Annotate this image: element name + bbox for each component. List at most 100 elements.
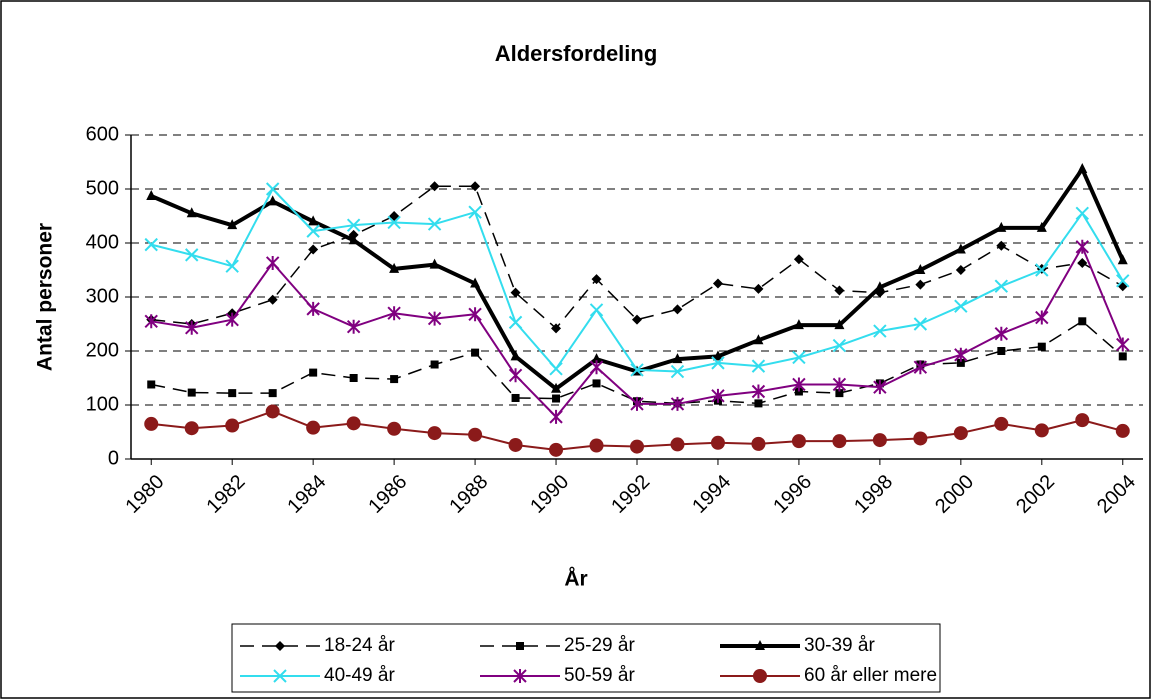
marker — [185, 248, 199, 262]
marker — [387, 421, 402, 436]
marker — [389, 211, 400, 221]
marker — [1116, 274, 1130, 288]
marker — [306, 420, 321, 435]
marker — [186, 207, 197, 218]
marker — [994, 326, 1009, 341]
marker — [510, 287, 521, 298]
marker — [873, 324, 887, 338]
marker — [346, 319, 361, 334]
marker — [227, 219, 238, 230]
marker — [225, 312, 239, 327]
marker — [1075, 239, 1089, 254]
marker — [390, 375, 399, 384]
marker — [389, 262, 400, 273]
marker — [874, 281, 885, 292]
marker — [468, 205, 482, 219]
marker — [670, 364, 685, 379]
marker — [589, 438, 604, 453]
marker — [225, 259, 239, 273]
marker — [913, 317, 928, 331]
marker — [793, 319, 804, 330]
marker — [225, 418, 240, 433]
marker — [427, 311, 442, 326]
marker — [954, 299, 968, 313]
y-axis-title: Antal personer — [34, 223, 57, 371]
y-tick-label: 0 — [108, 447, 119, 469]
y-tick-label: 600 — [86, 123, 119, 145]
legend-label: 18-24 år — [324, 635, 395, 656]
marker — [265, 404, 280, 419]
marker — [146, 190, 157, 201]
marker — [632, 314, 642, 325]
marker — [873, 380, 887, 395]
x-axis-title: År — [564, 567, 587, 591]
marker — [1075, 206, 1089, 221]
marker — [591, 274, 602, 285]
marker — [710, 435, 725, 450]
marker — [630, 439, 644, 454]
legend-label: 40-49 år — [324, 665, 395, 686]
marker — [309, 368, 318, 377]
marker — [996, 221, 1007, 232]
marker — [508, 315, 523, 330]
marker — [1034, 423, 1049, 438]
marker — [508, 437, 523, 452]
marker — [954, 347, 968, 362]
marker — [513, 669, 527, 683]
marker — [470, 277, 481, 288]
marker — [1118, 352, 1127, 361]
marker — [144, 237, 158, 252]
marker — [511, 393, 520, 402]
marker — [549, 442, 564, 457]
marker — [751, 359, 766, 373]
marker — [308, 215, 319, 226]
marker — [630, 396, 644, 411]
marker — [265, 255, 280, 270]
marker — [510, 350, 521, 361]
y-tick-label: 100 — [86, 393, 119, 415]
chart-title: Aldersfordeling — [495, 41, 658, 66]
marker — [1077, 257, 1088, 268]
marker — [915, 264, 926, 274]
marker — [751, 384, 766, 399]
marker — [834, 285, 845, 296]
marker — [794, 387, 803, 396]
marker — [427, 426, 442, 441]
marker — [1117, 254, 1128, 265]
marker — [268, 389, 277, 398]
y-tick-label: 200 — [86, 339, 119, 361]
marker — [755, 640, 765, 650]
marker — [471, 348, 480, 357]
marker — [470, 181, 481, 192]
marker — [670, 396, 685, 411]
marker — [228, 389, 237, 398]
marker — [953, 426, 968, 441]
marker — [753, 334, 764, 345]
marker — [1115, 423, 1130, 438]
marker — [913, 431, 928, 446]
marker — [549, 409, 563, 424]
marker — [791, 434, 806, 449]
marker — [630, 363, 644, 377]
marker — [184, 421, 199, 436]
marker — [552, 394, 561, 403]
marker — [265, 182, 280, 196]
marker — [144, 314, 158, 329]
marker — [832, 338, 847, 353]
marker — [711, 356, 725, 370]
marker — [672, 353, 683, 364]
marker — [670, 437, 685, 452]
marker — [751, 436, 766, 451]
marker — [306, 301, 320, 316]
marker — [348, 234, 359, 245]
marker — [753, 283, 764, 294]
marker — [955, 243, 966, 254]
marker — [508, 368, 523, 383]
marker — [516, 642, 524, 650]
marker — [591, 353, 602, 364]
marker — [711, 388, 725, 403]
marker — [915, 279, 926, 290]
marker — [793, 254, 804, 265]
marker — [551, 382, 562, 393]
